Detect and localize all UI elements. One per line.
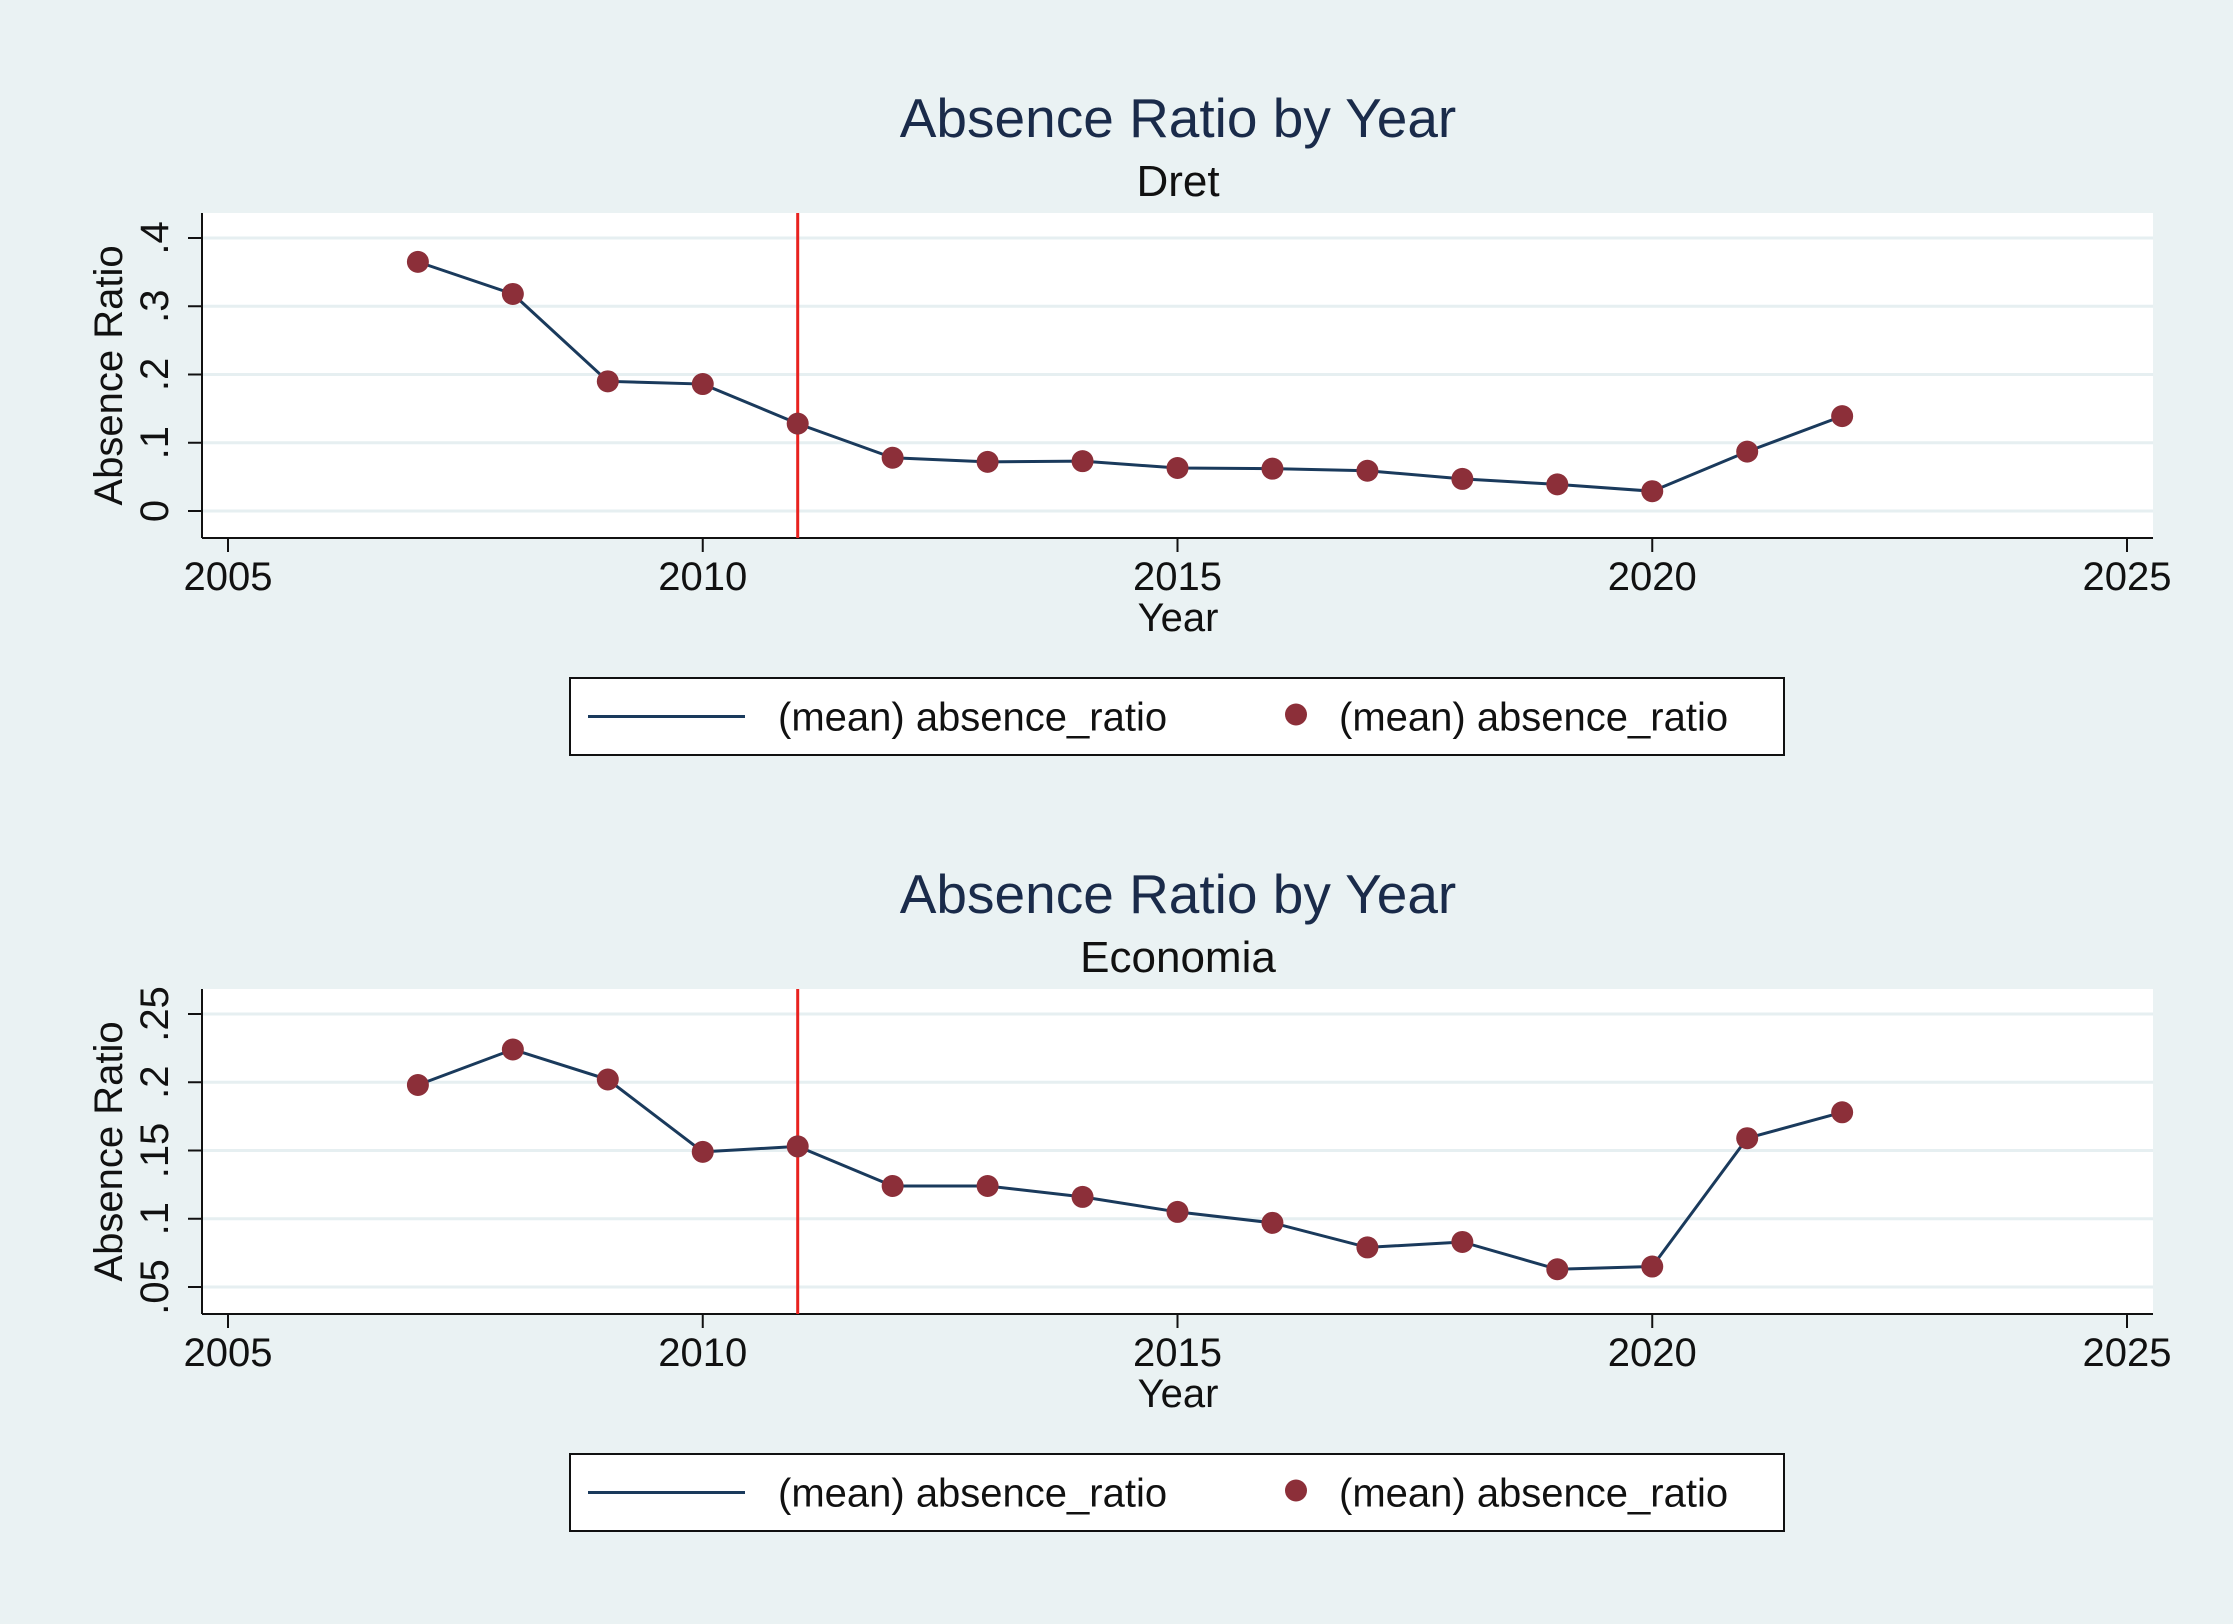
- chart1-x-axis-title: Year: [1138, 596, 1219, 640]
- chart2-point-2022: [1831, 1101, 1854, 1124]
- chart1-x-tick-label-3: 2020: [1608, 555, 1697, 599]
- chart1-x-tick-label-2: 2015: [1133, 555, 1222, 599]
- chart2-legend-label-marker: (mean) absence_ratio: [1339, 1472, 1728, 1516]
- chart2-legend-marker-swatch: [1285, 1479, 1307, 1502]
- chart1-y-axis-title: Absence Ratio: [87, 245, 131, 505]
- chart1-y-tick-label-3: .3: [133, 290, 177, 323]
- chart1-y-tick-label-0: 0: [133, 500, 177, 522]
- chart1-legend: [569, 677, 1785, 756]
- chart2-point-2015: [1166, 1200, 1189, 1223]
- chart1-point-2012: [881, 446, 904, 469]
- chart2-point-2007: [406, 1073, 429, 1096]
- chart2-point-2014: [1071, 1185, 1094, 1208]
- chart1-point-2019: [1546, 473, 1569, 496]
- chart2-point-2016: [1261, 1211, 1284, 1234]
- chart2-x-tick-label-2: 2015: [1133, 1331, 1222, 1375]
- chart1-subtitle: Dret: [1136, 157, 1219, 206]
- chart2-point-2012: [881, 1174, 904, 1197]
- chart1-x-tick-label-4: 2025: [2083, 555, 2172, 599]
- chart1-title: Absence Ratio by Year: [900, 87, 1457, 149]
- chart2-point-2009: [596, 1068, 619, 1091]
- chart1-legend-marker-swatch: [1285, 703, 1307, 726]
- chart2-x-tick-label-0: 2005: [184, 1331, 273, 1375]
- chart1-y-tick-label-2: .2: [133, 358, 177, 391]
- chart1-point-2021: [1736, 440, 1759, 463]
- chart2-subtitle: Economia: [1080, 933, 1276, 982]
- chart2-x-tick-label-4: 2025: [2083, 1331, 2172, 1375]
- chart1-point-2013: [976, 450, 999, 473]
- chart1-point-2010: [691, 373, 714, 396]
- chart1-legend-label-line: (mean) absence_ratio: [778, 696, 1167, 740]
- chart1-point-2015: [1166, 457, 1189, 480]
- chart1-x-tick-label-1: 2010: [658, 555, 747, 599]
- chart2-point-2017: [1356, 1236, 1379, 1259]
- chart1-legend-label-marker: (mean) absence_ratio: [1339, 696, 1728, 740]
- chart2-point-2020: [1641, 1255, 1664, 1278]
- chart1-point-2018: [1451, 467, 1474, 490]
- chart2-x-tick-label-3: 2020: [1608, 1331, 1697, 1375]
- chart2-x-axis-title: Year: [1138, 1372, 1219, 1416]
- chart2-y-axis-title: Absence Ratio: [87, 1021, 131, 1281]
- chart1-point-2020: [1641, 480, 1664, 503]
- chart2-series-line: [417, 1047, 1843, 1271]
- chart1-point-2011: [786, 412, 809, 435]
- chart2-x-tick-label-1: 2010: [658, 1331, 747, 1375]
- chart2-y-tick-label-1: .1: [133, 1202, 177, 1235]
- chart2-point-2019: [1546, 1258, 1569, 1281]
- chart2-y-tick-label-2: .15: [133, 1123, 177, 1179]
- chart1-y-tick-label-1: .1: [133, 426, 177, 459]
- chart2-y-tick-label-3: .2: [133, 1066, 177, 1099]
- chart1-point-2007: [406, 250, 429, 273]
- chart1-x-tick-label-0: 2005: [184, 555, 273, 599]
- chart2-point-2021: [1736, 1127, 1759, 1150]
- chart2-y-tick-label-0: .05: [133, 1259, 177, 1315]
- chart2-point-2018: [1451, 1230, 1474, 1253]
- chart1-series-line: [417, 260, 1843, 493]
- chart1-point-2017: [1356, 459, 1379, 482]
- chart2-point-2013: [976, 1174, 999, 1197]
- chart2-legend-label-line: (mean) absence_ratio: [778, 1472, 1167, 1516]
- chart1-point-2014: [1071, 450, 1094, 473]
- chart2-title: Absence Ratio by Year: [900, 863, 1457, 925]
- chart1-point-2009: [596, 370, 619, 393]
- chart1-point-2022: [1831, 405, 1854, 428]
- chart2-legend: [569, 1453, 1785, 1532]
- chart2-point-2011: [786, 1135, 809, 1158]
- chart2-point-2010: [691, 1140, 714, 1163]
- chart2-y-tick-label-4: .25: [133, 986, 177, 1042]
- chart2-point-2008: [501, 1038, 524, 1061]
- chart1-point-2016: [1261, 457, 1284, 480]
- chart1-point-2008: [501, 282, 524, 305]
- chart1-y-tick-label-4: .4: [133, 221, 177, 254]
